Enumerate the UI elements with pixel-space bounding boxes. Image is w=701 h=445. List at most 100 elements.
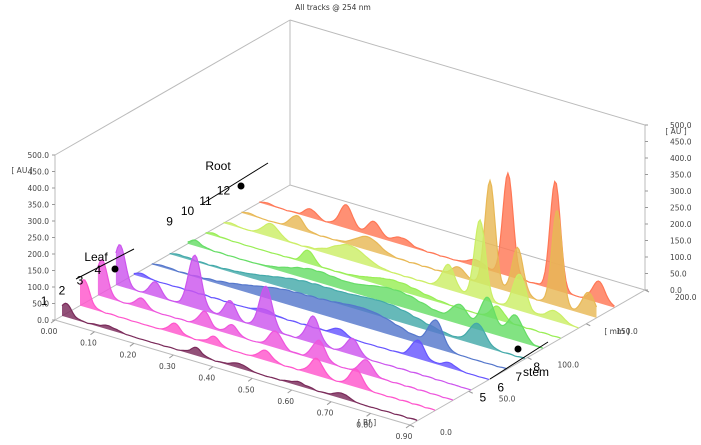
x-tick-mark <box>169 354 174 359</box>
track-3-area <box>97 259 453 401</box>
x-tick-mark <box>366 412 371 417</box>
track-12-line <box>259 171 615 307</box>
z-tick-label-left: 350.0 <box>28 201 50 210</box>
x-axis-label: [ Rf ] <box>358 418 377 427</box>
x-tick-mark <box>129 342 135 347</box>
track-number-label: 12 <box>217 184 231 198</box>
x-tick-label: 0.40 <box>198 374 215 383</box>
z-tick-label-left: 500.0 <box>28 151 50 160</box>
x-tick-label: 0.60 <box>277 397 294 406</box>
x-tick-label: 0.50 <box>238 385 255 394</box>
z-tick-label-left: 150.0 <box>28 267 50 276</box>
z-tick-label-right: 100.0 <box>670 253 692 262</box>
root-underline <box>201 162 269 205</box>
z-tick-label-right: 500.0 <box>670 121 692 130</box>
frame-edge <box>289 19 646 126</box>
track-9-line <box>205 232 561 339</box>
stem-underline <box>489 341 549 380</box>
z-tick-label-left: 100.0 <box>28 283 50 292</box>
z-tick-label-left: 0.0 <box>37 316 49 325</box>
track-6-line <box>151 263 508 370</box>
frame-edge <box>289 184 646 291</box>
z-tick-label-left: 400.0 <box>28 184 50 193</box>
track-2-line <box>79 279 436 411</box>
track-number-label: 8 <box>533 360 540 374</box>
z-tick-label-right: 50.0 <box>670 270 687 279</box>
track-8-line <box>187 239 543 349</box>
z-tick-label-left: 300.0 <box>28 217 50 226</box>
x-tick-label: 0.70 <box>317 409 334 418</box>
leaf-underline <box>75 248 135 280</box>
z-tick-label-right: 0.0 <box>670 286 682 295</box>
track-number-label: 10 <box>181 204 195 218</box>
x-tick-label: 0.90 <box>396 432 413 441</box>
x-tick-mark <box>287 389 292 394</box>
track-7-line <box>169 252 525 359</box>
x-tick-label: 0.20 <box>120 350 137 359</box>
x-tick-label: 0.10 <box>80 339 97 348</box>
x-tick-mark <box>90 331 95 336</box>
depth-axis-label: [ mm ] <box>604 327 629 336</box>
track-1-line <box>61 302 418 421</box>
z-axis-label-left: [ AU ] <box>11 166 32 175</box>
z-tick-label-right: 450.0 <box>670 138 692 147</box>
track-number-label: 3 <box>77 273 84 287</box>
depth-tick-label: 100.0 <box>558 361 580 370</box>
z-tick-label-left: 250.0 <box>28 234 50 243</box>
track-11-area <box>241 180 597 318</box>
frame-edge <box>54 184 291 321</box>
track-number-label: 2 <box>59 284 66 298</box>
z-tick-label-right: 400.0 <box>670 154 692 163</box>
tracks <box>61 171 615 421</box>
depth-tick-label: 0.0 <box>440 428 452 437</box>
x-tick-mark <box>247 377 253 382</box>
frame-edge <box>54 19 291 156</box>
z-axis-label-right: [ AU ] <box>665 127 686 136</box>
track-number-label: 1 <box>41 294 48 308</box>
z-tick-label-right: 200.0 <box>670 220 692 229</box>
depth-tick-mark <box>409 424 415 428</box>
stem-marker <box>514 345 522 353</box>
track-11-line <box>241 178 598 310</box>
leaf-marker <box>111 265 119 273</box>
z-tick-label-left: 200.0 <box>28 250 50 259</box>
z-tick-label-right: 300.0 <box>670 187 692 196</box>
depth-tick-mark <box>586 323 591 327</box>
z-tick-label-left: 50.0 <box>32 300 49 309</box>
annotation-leaf: Leaf <box>84 250 108 264</box>
x-tick-label: 0.80 <box>356 420 373 429</box>
x-tick-mark <box>405 424 411 429</box>
frame-edge <box>54 319 411 426</box>
track-number-label: 6 <box>497 380 504 394</box>
depth-tick-mark <box>527 357 532 360</box>
x-tick-mark <box>208 366 214 371</box>
track-4-line <box>115 243 472 391</box>
root-marker <box>237 182 245 190</box>
x-tick-mark <box>326 401 332 406</box>
annotation-stem: stem <box>523 365 549 379</box>
depth-tick-label: 200.0 <box>675 293 697 302</box>
track-10-line <box>223 218 579 329</box>
track-number-label: 4 <box>95 263 102 277</box>
depth-tick-mark <box>644 289 650 293</box>
depth-tick-label: 50.0 <box>499 394 516 403</box>
track-number-label: 9 <box>166 214 173 228</box>
x-tick-label: 0.00 <box>41 327 58 336</box>
z-tick-label-right: 150.0 <box>670 237 692 246</box>
track-number-label: 5 <box>479 391 486 405</box>
track-number-label: 11 <box>199 194 212 208</box>
x-tick-label: 0.30 <box>159 362 176 371</box>
z-tick-label-right: 350.0 <box>670 171 692 180</box>
depth-tick-label: 150.0 <box>616 327 638 336</box>
chart-title: All tracks @ 254 nm <box>295 3 371 12</box>
track-3-line <box>97 259 454 401</box>
tick-labels: 0.00 0.10 0.20 0.30 0.40 0.50 0.60 0.70 0.80 0.90… <box>28 121 697 441</box>
z-tick-label-right: 250.0 <box>670 204 692 213</box>
annotation-root: Root <box>205 159 231 173</box>
depth-tick-mark <box>468 390 473 394</box>
annotations: Root Leaf stem <box>75 159 549 380</box>
z-tick-label-left: 450.0 <box>28 168 50 177</box>
